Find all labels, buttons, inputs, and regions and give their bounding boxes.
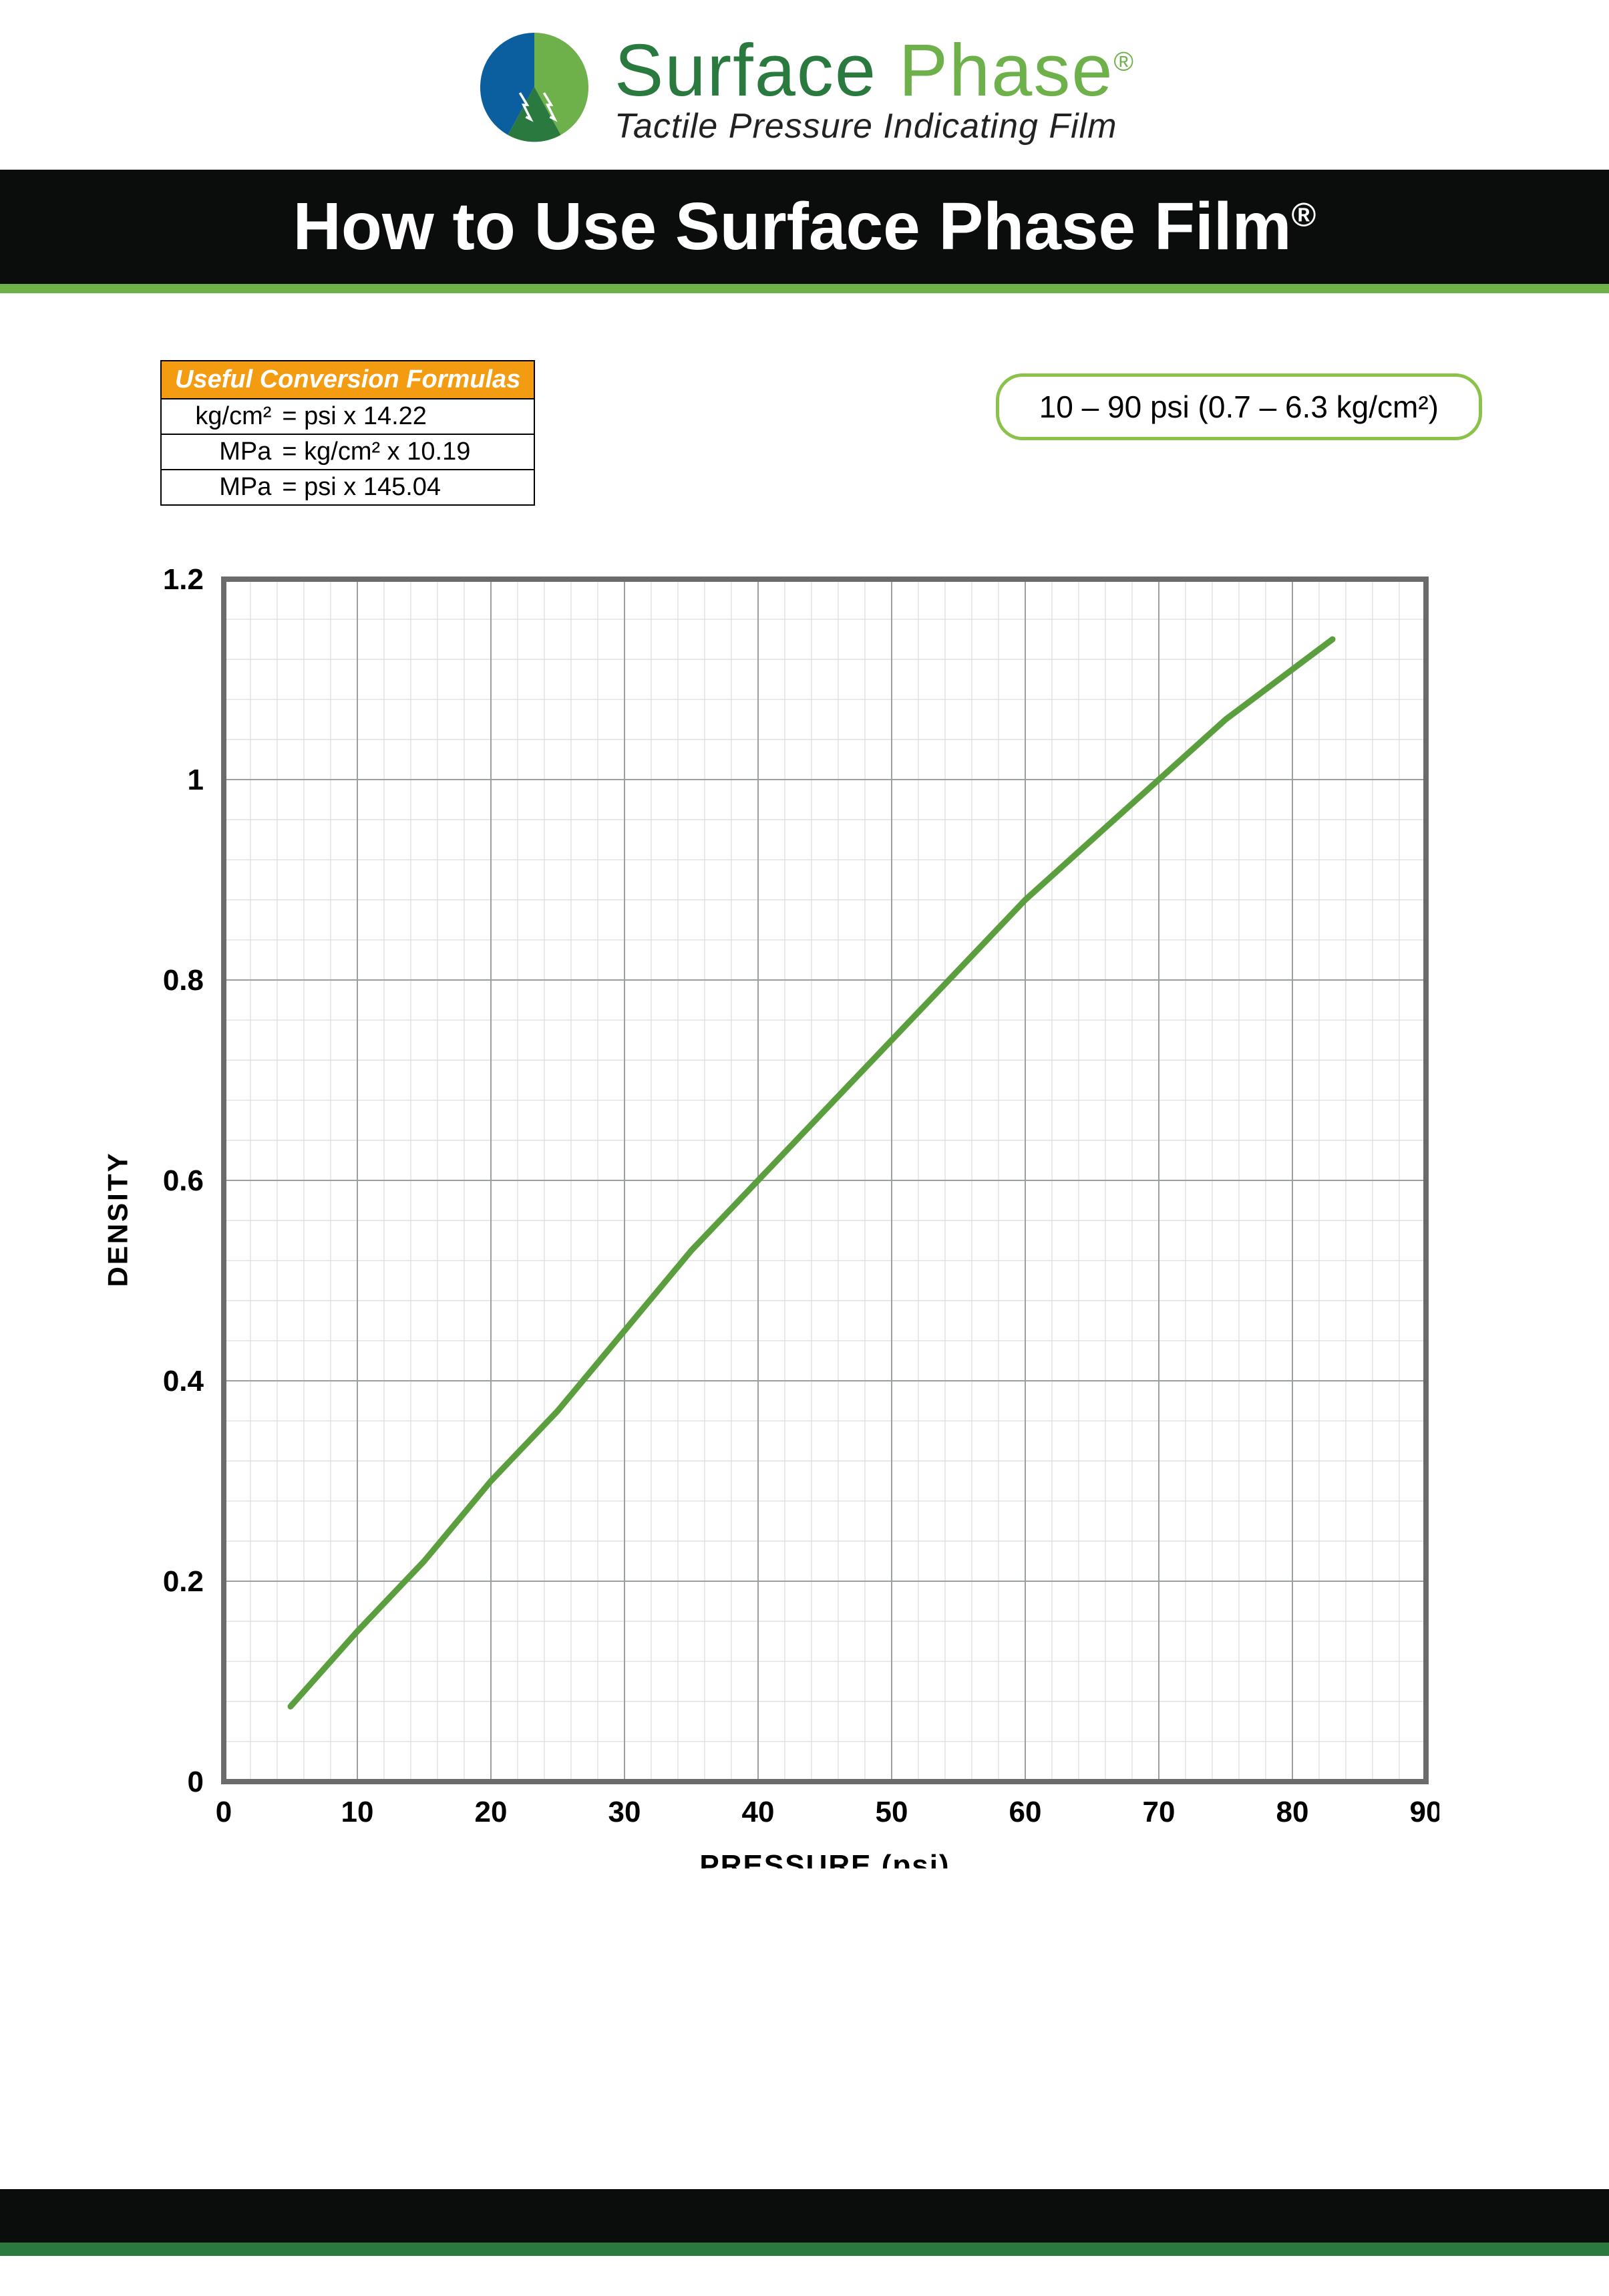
info-row: Useful Conversion Formulas kg/cm²= psi x… [100, 360, 1509, 506]
svg-text:0.6: 0.6 [162, 1164, 203, 1197]
conversion-table-header: Useful Conversion Formulas [161, 361, 534, 399]
footer-bar [0, 2189, 1609, 2256]
svg-text:1: 1 [187, 764, 203, 796]
svg-text:0.8: 0.8 [162, 964, 203, 997]
chart-y-axis-label: DENSITY [102, 1151, 134, 1287]
table-row: MPa= psi x 145.04 [161, 470, 534, 505]
svg-text:PRESSURE (psi): PRESSURE (psi) [699, 1849, 950, 1868]
page-title: How to Use Surface Phase Film® [0, 188, 1609, 265]
brand-name: Surface Phase® [614, 28, 1135, 113]
svg-text:50: 50 [875, 1796, 908, 1828]
svg-text:0: 0 [187, 1766, 203, 1798]
svg-text:1.2: 1.2 [162, 566, 203, 596]
svg-text:70: 70 [1142, 1796, 1175, 1828]
brand-logo-text: Surface Phase® Tactile Pressure Indicati… [614, 28, 1135, 146]
svg-text:60: 60 [1009, 1796, 1041, 1828]
table-row: kg/cm²= psi x 14.22 [161, 399, 534, 434]
conversion-table: Useful Conversion Formulas kg/cm²= psi x… [160, 360, 535, 506]
pressure-range-pill: 10 – 90 psi (0.7 – 6.3 kg/cm²) [996, 373, 1482, 440]
svg-text:0.2: 0.2 [162, 1565, 203, 1598]
page-title-bar: How to Use Surface Phase Film® [0, 167, 1609, 293]
density-pressure-chart: DENSITY 0 10 20 30 40 50 60 70 80 90 0 0.2 0.4 0.6 0.8… [104, 566, 1506, 1872]
brand-tagline: Tactile Pressure Indicating Film [614, 106, 1135, 146]
chart-svg: 0 10 20 30 40 50 60 70 80 90 0 0.2 0.4 0.6 0.8 1 1.2 PRES… [104, 566, 1439, 1868]
svg-text:0: 0 [215, 1796, 231, 1828]
svg-text:80: 80 [1276, 1796, 1308, 1828]
svg-text:30: 30 [608, 1796, 641, 1828]
svg-text:90: 90 [1409, 1796, 1439, 1828]
svg-text:40: 40 [741, 1796, 774, 1828]
table-row: MPa= kg/cm² x 10.19 [161, 434, 534, 470]
svg-text:10: 10 [341, 1796, 373, 1828]
brand-logo-mark [474, 27, 594, 147]
svg-text:20: 20 [474, 1796, 507, 1828]
brand-header: Surface Phase® Tactile Pressure Indicati… [0, 0, 1609, 167]
svg-text:0.4: 0.4 [162, 1365, 204, 1398]
